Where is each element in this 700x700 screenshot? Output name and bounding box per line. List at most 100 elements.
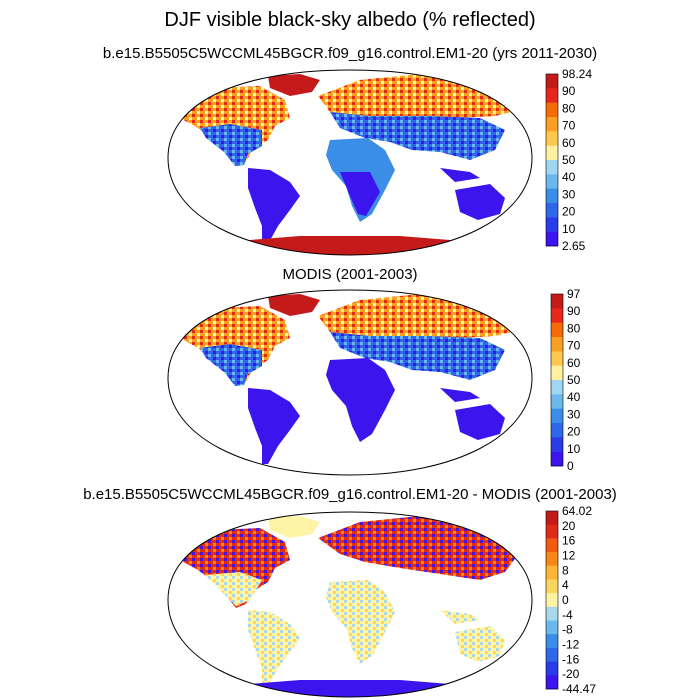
colorbar-swatch — [551, 408, 563, 424]
colorbar-tick-label: 70 — [562, 119, 576, 133]
colorbar-tick-label: 4 — [562, 578, 569, 592]
modis-colorbar: 97 90 80 70 60 50 40 30 20 10 0 — [550, 287, 581, 473]
colorbar-swatch — [546, 188, 558, 204]
colorbar-swatch — [546, 88, 558, 103]
diff-north-america — [175, 528, 290, 608]
colorbar-tick-label: 2.65 — [562, 239, 586, 253]
colorbar-tick-label: -16 — [562, 652, 580, 666]
colorbar-swatch — [551, 365, 563, 381]
colorbar-tick-label: 80 — [562, 101, 576, 115]
colorbar-tick-label: 50 — [567, 373, 581, 387]
colorbar-tick-label: 90 — [562, 84, 576, 98]
modis-greenland — [268, 294, 320, 316]
colorbar-swatch — [546, 606, 558, 621]
colorbar-tick-label: 40 — [567, 390, 581, 404]
colorbar-swatch — [546, 647, 558, 662]
diff-eurasia — [318, 516, 520, 580]
colorbar-tick-label: 10 — [562, 222, 576, 236]
colorbar-swatch — [546, 675, 558, 690]
colorbar-swatch — [551, 308, 563, 323]
colorbar-tick-label: 12 — [562, 549, 576, 563]
colorbar-frame — [545, 73, 559, 247]
modis-south-america — [248, 388, 300, 464]
colorbar-tick-label: -12 — [562, 638, 580, 652]
colorbar-swatch — [546, 160, 558, 175]
colorbar-tick-label: 0 — [567, 459, 574, 473]
colorbar-swatch — [546, 145, 558, 161]
colorbar-tick-label: 64.02 — [562, 504, 592, 518]
colorbar-swatch — [551, 322, 563, 338]
colorbar-swatch — [551, 294, 563, 309]
colorbar-swatch — [546, 511, 558, 525]
colorbar-swatch — [551, 437, 563, 452]
colorbar-tick-label: -20 — [562, 667, 580, 681]
colorbar-swatch — [546, 102, 558, 118]
colorbar-tick-label: 20 — [562, 519, 576, 533]
colorbar-tick-label: 50 — [562, 153, 576, 167]
colorbar-swatch — [546, 538, 558, 553]
colorbar-swatch — [546, 74, 558, 89]
colorbar-swatch — [546, 620, 558, 635]
colorbar-tick-label: -4 — [562, 608, 573, 622]
colorbar-swatch — [546, 231, 558, 247]
colorbar-swatch — [546, 661, 558, 676]
colorbar-tick-label: 10 — [567, 442, 581, 456]
colorbar-tick-label: 30 — [562, 187, 576, 201]
colorbar-tick-label: 20 — [567, 425, 581, 439]
colorbar-tick-label: 16 — [562, 534, 576, 548]
model-greenland — [268, 74, 320, 96]
panel-title-model: b.e15.B5505C5WCCML45BGCR.f09_g16.control… — [102, 45, 598, 62]
colorbar-tick-label: 40 — [562, 170, 576, 184]
diff-africa — [326, 580, 395, 664]
colorbar-tick-label: 90 — [567, 304, 581, 318]
colorbar-tick-label: 8 — [562, 563, 569, 577]
colorbar-frame — [550, 293, 564, 467]
colorbar-swatch — [546, 634, 558, 649]
colorbar-swatch — [546, 117, 558, 132]
colorbar-swatch — [546, 565, 558, 580]
model-south-america — [248, 168, 300, 244]
diff-australia — [455, 626, 505, 662]
colorbar-tick-label: 30 — [567, 407, 581, 421]
colorbar-swatch — [546, 203, 558, 218]
colorbar-swatch — [546, 217, 558, 232]
colorbar-tick-label: 0 — [562, 593, 569, 607]
colorbar-tick-label: 60 — [567, 356, 581, 370]
colorbar-swatch — [546, 131, 558, 146]
modis-australia — [455, 404, 505, 440]
colorbar-swatch — [546, 524, 558, 539]
colorbar-swatch — [551, 451, 563, 467]
colorbar-tick-label: 70 — [567, 339, 581, 353]
colorbar-swatch — [551, 351, 563, 366]
colorbar-tick-label: 60 — [562, 136, 576, 150]
panel-title-difference: b.e15.B5505C5WCCML45BGCR.f09_g16.control… — [83, 486, 617, 503]
colorbar-swatch — [551, 423, 563, 438]
model-antarctica — [200, 236, 500, 255]
colorbar-tick-label: -44.47 — [562, 682, 596, 696]
model-australia — [455, 184, 505, 220]
colorbar-frame — [545, 510, 559, 690]
colorbar-swatch — [546, 579, 558, 594]
diff-antarctica — [200, 680, 500, 697]
model-colorbar: 98.24 90 80 70 60 50 40 30 20 10 2.65 — [545, 67, 592, 253]
diff-greenland — [268, 516, 320, 538]
panel-title-modis: MODIS (2001-2003) — [282, 266, 418, 283]
colorbar-swatch — [551, 337, 563, 352]
colorbar-swatch — [551, 380, 563, 395]
colorbar-swatch — [546, 174, 558, 189]
colorbar-swatch — [551, 394, 563, 409]
diff-south-america — [248, 610, 300, 686]
colorbar-tick-label: 97 — [567, 287, 581, 301]
colorbar-swatch — [546, 552, 558, 567]
figure-title: DJF visible black-sky albedo (% reflecte… — [164, 9, 536, 31]
colorbar-swatch — [546, 593, 558, 608]
colorbar-tick-label: 98.24 — [562, 67, 592, 81]
modis-africa — [326, 358, 395, 442]
colorbar-tick-label: 20 — [562, 205, 576, 219]
colorbar-tick-label: 80 — [567, 321, 581, 335]
colorbar-tick-label: -8 — [562, 623, 573, 637]
